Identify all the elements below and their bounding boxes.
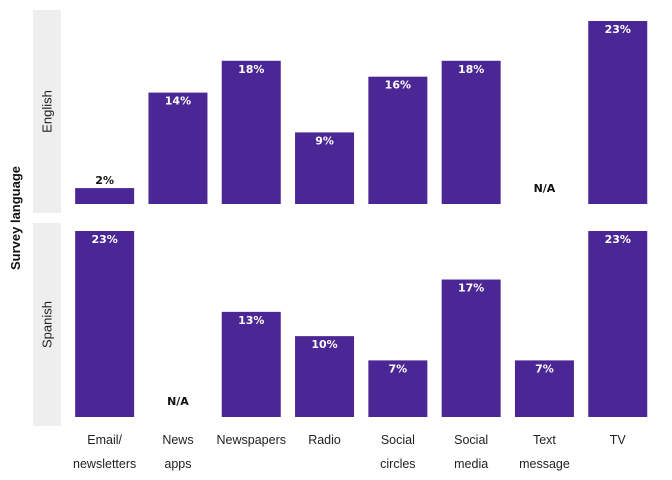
bar-label: 23%	[605, 23, 631, 36]
bar-label: 16%	[385, 79, 411, 92]
bar	[75, 188, 135, 204]
panel-english: English 2% 14% 18% 9% 16% 18% N/A 23%	[33, 10, 648, 213]
bar	[588, 231, 648, 417]
x-tick-label-line: message	[519, 457, 570, 471]
bar-label: 9%	[315, 134, 334, 147]
bar-label: 18%	[458, 63, 484, 76]
x-tick-label-line: newsletters	[73, 457, 136, 471]
bar-label: 2%	[95, 174, 114, 187]
bar-label: N/A	[534, 182, 556, 195]
bar	[441, 60, 501, 204]
facet-label-spanish: Spanish	[40, 301, 55, 348]
x-tick-label: Text message	[519, 433, 570, 471]
bar-label: 7%	[389, 362, 408, 375]
x-tick-label-line: media	[454, 457, 488, 471]
bar	[588, 21, 648, 204]
bar-label: 13%	[238, 314, 264, 327]
x-tick-label-line: Text	[533, 433, 556, 447]
x-tick-label-line: Radio	[308, 433, 341, 447]
bar-label: 23%	[91, 233, 117, 246]
x-tick-label: Social media	[454, 433, 488, 471]
x-tick-label: Radio	[308, 433, 341, 447]
x-tick-label: Social circles	[380, 433, 415, 471]
x-tick-label-line: News	[162, 433, 193, 447]
x-tick-label-line: Social	[454, 433, 488, 447]
bar	[441, 279, 501, 417]
y-axis-title: Survey language	[8, 166, 23, 270]
x-tick-label-line: TV	[610, 433, 627, 447]
bar-label: 17%	[458, 282, 484, 295]
bar-label: 7%	[535, 362, 554, 375]
bar	[368, 76, 428, 204]
facet-strip-spanish	[33, 223, 61, 426]
x-tick-label-line: Social	[381, 433, 415, 447]
bar	[295, 336, 355, 417]
x-tick-label-line: Newspapers	[217, 433, 286, 447]
x-tick-label: Newspapers	[217, 433, 286, 447]
bar-label: N/A	[167, 395, 189, 408]
bar	[221, 60, 281, 204]
bar-label: 18%	[238, 63, 264, 76]
bar	[221, 311, 281, 417]
bar	[368, 360, 428, 417]
facet-strip-english	[33, 10, 61, 213]
panel-spanish: Spanish 23% N/A 13% 10% 7% 17% 7% 23%	[33, 223, 648, 426]
x-tick-label-line: Email/	[87, 433, 122, 447]
bar-label: 10%	[311, 338, 337, 351]
x-tick-label: Email/newsletters	[73, 433, 136, 471]
x-tick-label-line: circles	[380, 457, 415, 471]
bar	[514, 360, 574, 417]
bar-label: 14%	[165, 95, 191, 108]
x-tick-label: News apps	[162, 433, 193, 471]
x-tick-label: TV	[610, 433, 627, 447]
facet-label-english: English	[40, 90, 55, 133]
bar	[148, 92, 208, 204]
bar	[295, 132, 355, 204]
x-tick-label-line: apps	[164, 457, 191, 471]
bar	[75, 231, 135, 417]
bar-label: 23%	[605, 233, 631, 246]
